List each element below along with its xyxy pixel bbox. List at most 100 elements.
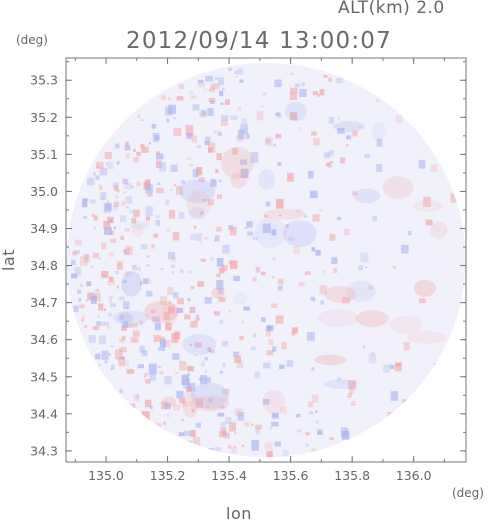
speckle	[217, 412, 225, 417]
speckle	[188, 271, 192, 273]
speckle	[418, 298, 426, 304]
speckle	[172, 403, 181, 411]
speckle	[228, 444, 231, 449]
speckle	[313, 138, 320, 146]
speckle	[305, 443, 310, 447]
speckle	[198, 82, 206, 88]
speckle	[317, 94, 320, 97]
speckle	[335, 77, 344, 84]
speckle	[76, 289, 82, 294]
speckle	[234, 70, 238, 75]
patch	[382, 176, 414, 199]
speckle	[149, 373, 156, 381]
radar-coverage-disk	[66, 62, 466, 458]
speckle	[190, 286, 195, 290]
speckle	[298, 282, 305, 287]
speckle	[71, 260, 76, 266]
speckle	[252, 276, 257, 282]
speckle	[93, 172, 96, 176]
speckle	[265, 329, 271, 337]
speckle	[315, 420, 320, 424]
speckle	[91, 213, 96, 218]
speckle	[286, 172, 294, 182]
speckle	[194, 317, 199, 323]
timestamp-title: 2012/09/14 13:00:07	[126, 28, 392, 54]
speckle	[172, 353, 180, 360]
speckle	[351, 401, 356, 407]
speckle	[137, 364, 144, 369]
speckle	[204, 370, 207, 373]
speckle	[107, 312, 113, 317]
speckle	[179, 360, 187, 371]
speckle	[252, 333, 257, 338]
speckle	[289, 112, 298, 121]
speckle	[319, 209, 322, 212]
speckle	[185, 124, 194, 136]
speckle	[229, 260, 238, 270]
speckle	[237, 68, 244, 75]
speckle	[110, 364, 115, 370]
speckle	[215, 168, 219, 174]
speckle	[239, 79, 244, 83]
speckle	[170, 264, 176, 269]
speckle	[363, 345, 366, 349]
patch	[324, 285, 357, 303]
speckle	[141, 119, 144, 122]
speckle	[219, 431, 227, 438]
speckle	[224, 432, 230, 439]
speckle	[95, 353, 101, 360]
speckle	[296, 429, 302, 433]
speckle	[168, 104, 176, 114]
speckle	[200, 374, 207, 385]
patch	[220, 146, 254, 179]
speckle	[187, 382, 196, 392]
speckle	[164, 403, 171, 410]
speckle	[82, 198, 89, 203]
speckle	[129, 209, 135, 214]
speckle	[269, 426, 272, 430]
speckle	[81, 285, 84, 288]
speckle	[96, 321, 102, 326]
speckle	[92, 252, 100, 259]
speckle	[99, 168, 108, 176]
speckle	[218, 77, 224, 86]
speckle	[190, 95, 197, 100]
patch	[389, 315, 423, 335]
speckle	[98, 364, 101, 367]
speckle	[407, 230, 412, 236]
speckle	[183, 402, 189, 407]
speckle	[170, 164, 178, 172]
speckle	[96, 161, 104, 169]
speckle	[156, 151, 160, 156]
speckle	[185, 377, 189, 380]
speckle	[118, 357, 126, 367]
speckle	[139, 320, 143, 325]
speckle	[230, 446, 237, 454]
speckle	[73, 250, 80, 255]
speckle	[79, 256, 88, 266]
speckle	[274, 79, 282, 88]
speckle	[205, 136, 211, 143]
speckle	[168, 251, 175, 260]
speckle	[175, 185, 183, 195]
patch	[314, 354, 347, 366]
speckle	[213, 130, 218, 134]
speckle	[291, 72, 294, 75]
speckle	[216, 258, 224, 267]
speckle	[158, 346, 166, 351]
speckle	[136, 395, 140, 399]
speckle	[312, 214, 320, 222]
speckle	[119, 388, 123, 394]
speckle	[177, 298, 184, 305]
speckle	[121, 337, 126, 341]
speckle	[204, 141, 210, 146]
speckle	[277, 278, 284, 285]
speckle	[425, 219, 433, 226]
speckle	[109, 298, 112, 303]
speckle	[320, 300, 325, 305]
y-tick-label: 34.4	[30, 406, 58, 421]
speckle	[214, 311, 221, 316]
speckle	[103, 220, 111, 230]
speckle	[142, 278, 148, 284]
speckle	[387, 412, 394, 418]
